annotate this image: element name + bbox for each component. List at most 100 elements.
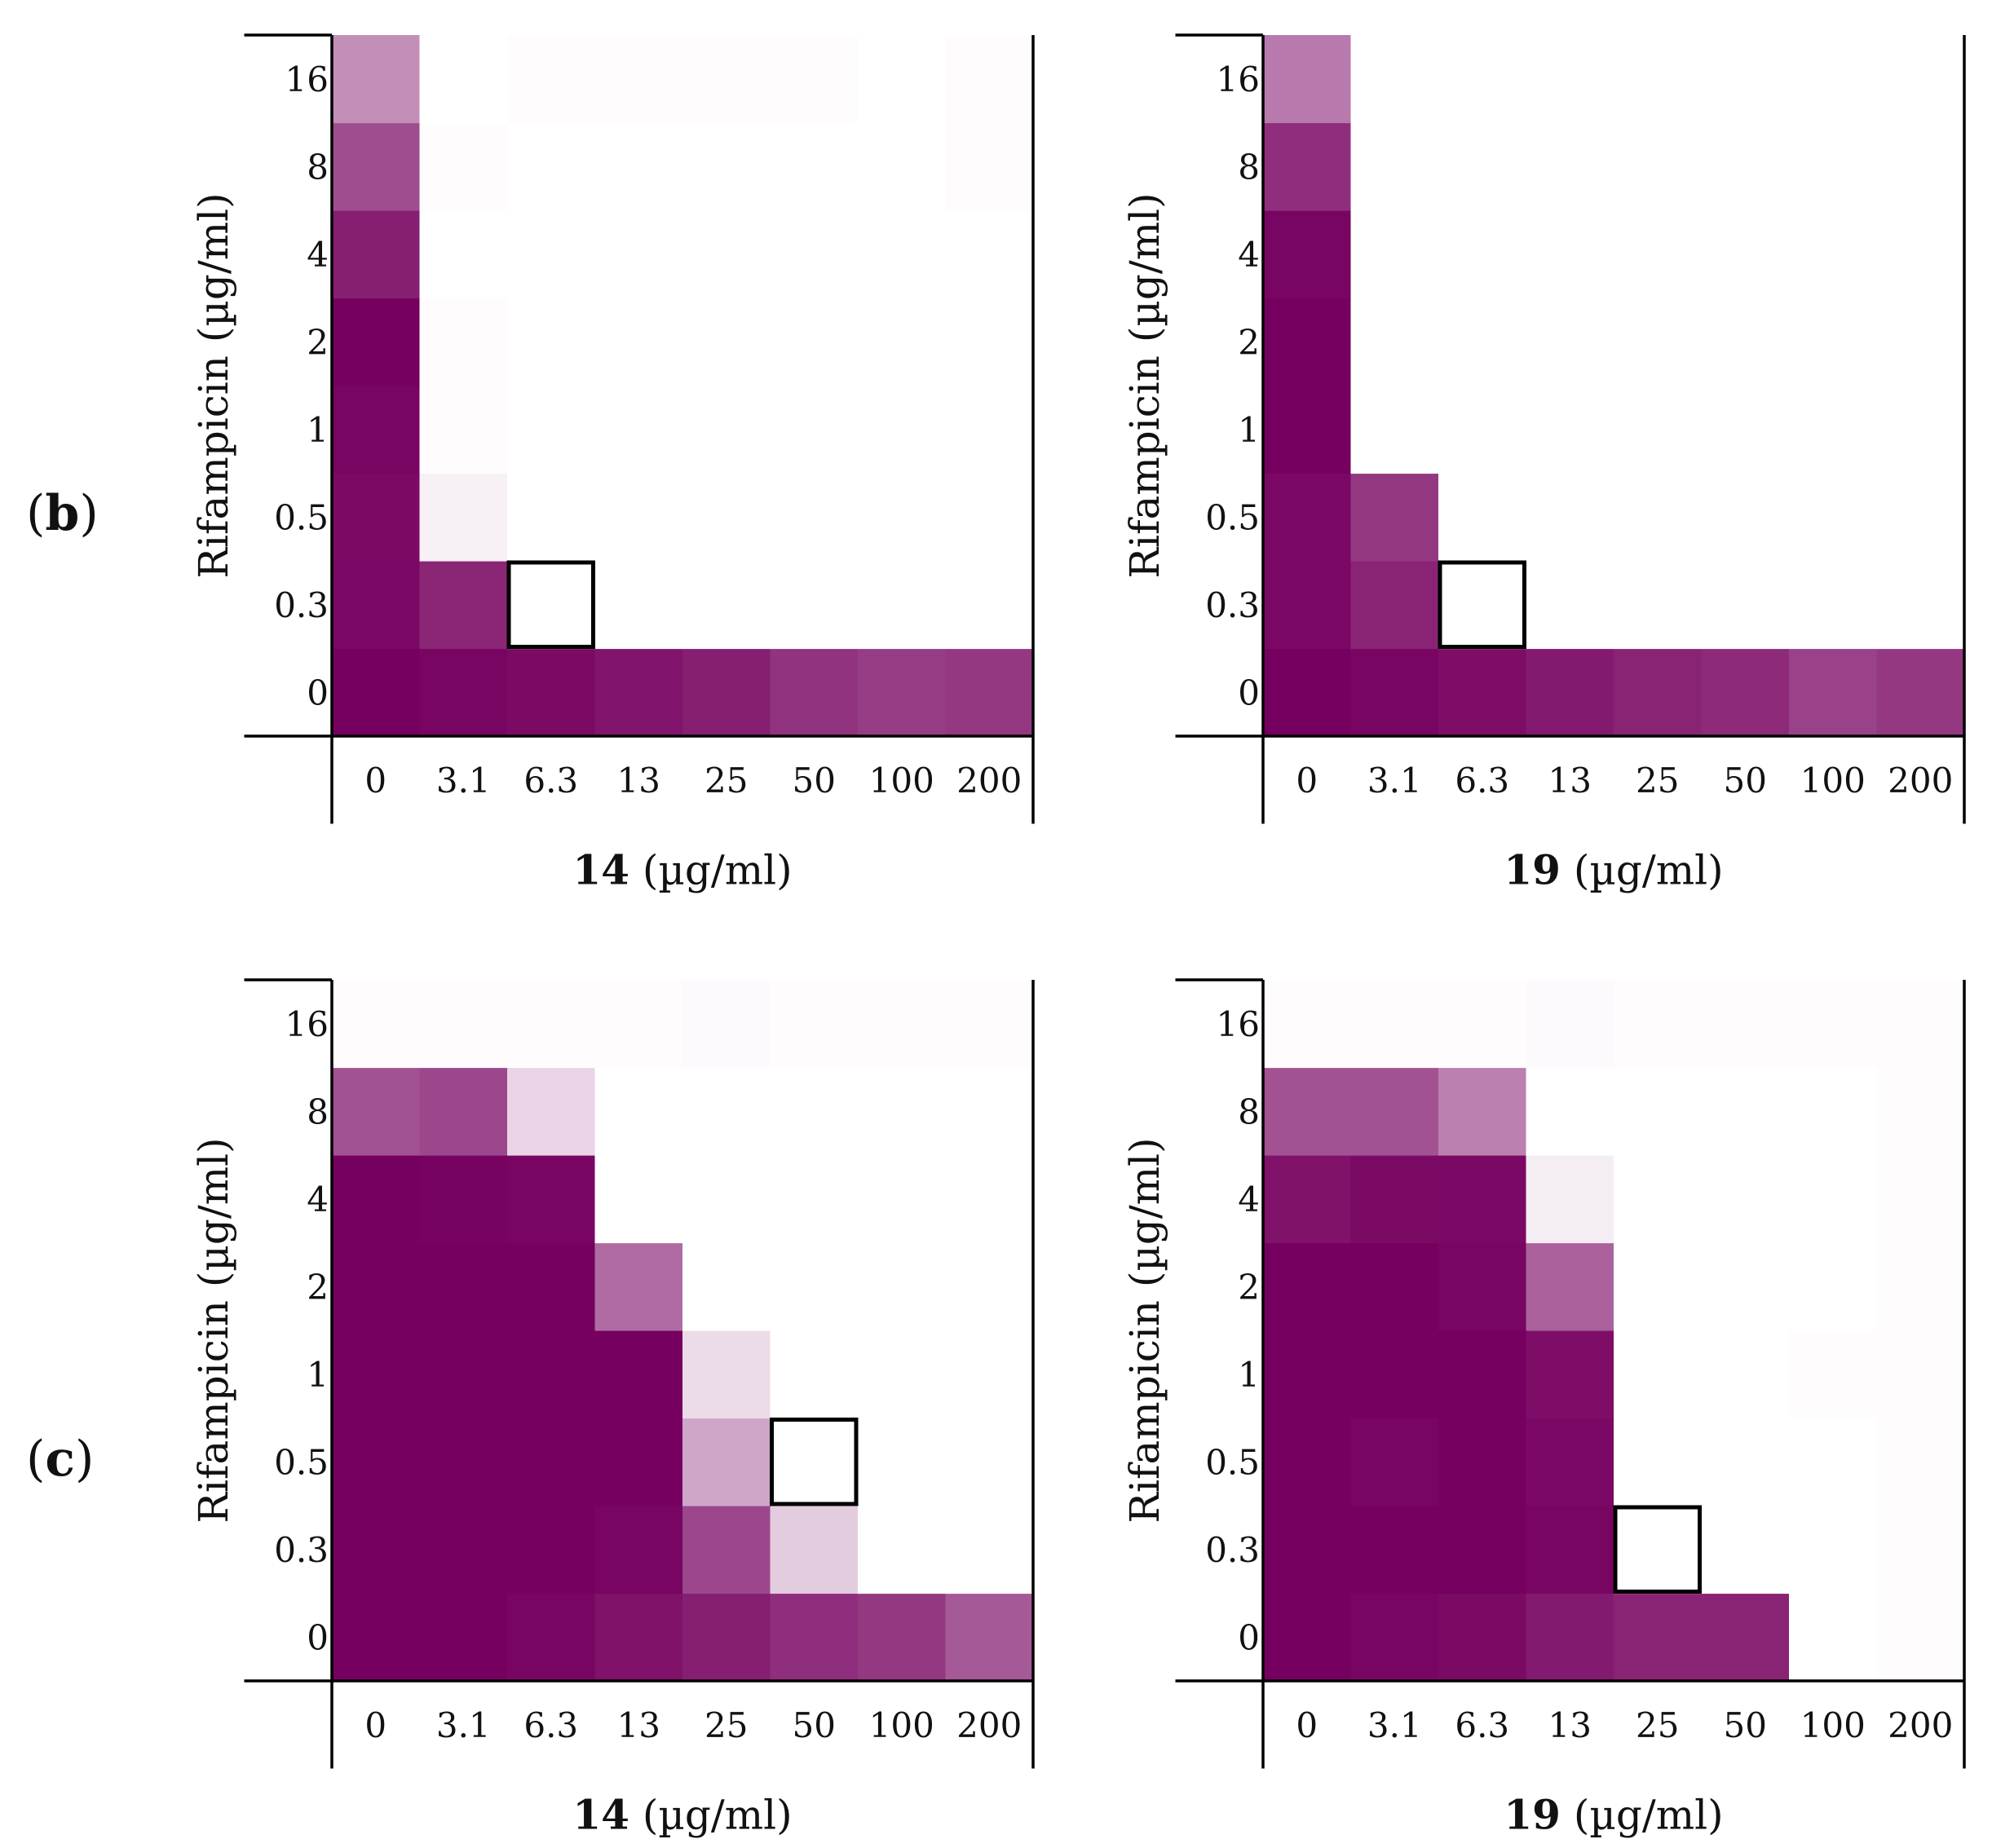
- heatmap-cell: [1526, 1418, 1614, 1506]
- heatmap-cell: [945, 35, 1034, 124]
- y-tick-label: 16: [285, 60, 329, 99]
- heatmap-cell: [594, 1418, 683, 1506]
- heatmap-cell: [507, 1418, 596, 1506]
- heatmap-cell: [1876, 210, 1965, 299]
- heatmap-cell: [594, 561, 683, 650]
- heatmap-cell: [858, 1242, 947, 1331]
- heatmap-cell: [1701, 210, 1790, 299]
- heatmap-cell: [770, 1242, 859, 1331]
- y-tick-label: 0.5: [1205, 1442, 1260, 1482]
- heatmap-cell: [770, 35, 859, 124]
- heatmap-cell: [682, 1593, 771, 1682]
- x-axis-compound-id: 19: [1504, 846, 1561, 894]
- heatmap-cell: [1876, 1242, 1965, 1331]
- heatmap-cell: [858, 1330, 947, 1419]
- heatmap-cell: [419, 1593, 508, 1682]
- heatmap-cell: [507, 35, 596, 124]
- x-tick-label: 25: [704, 761, 748, 801]
- heatmap-cell: [1350, 561, 1439, 650]
- x-tick-label: 13: [617, 761, 660, 801]
- heatmap-cell: [1263, 648, 1352, 737]
- heatmap-cell: [332, 35, 421, 124]
- heatmap-cell: [1350, 473, 1439, 562]
- heatmap-cell: [419, 980, 508, 1069]
- heatmap-cell: [1614, 386, 1703, 474]
- heatmap-cell: [1263, 1418, 1352, 1506]
- x-tick-label: 6.3: [523, 761, 578, 801]
- x-tick-label: 13: [1548, 1705, 1592, 1745]
- heatmap-cell: [1789, 122, 1878, 211]
- panel-label-c: (c): [26, 1431, 94, 1488]
- heatmap-cell: [1614, 1155, 1703, 1244]
- y-tick-label: 16: [1217, 60, 1260, 99]
- heatmap-cell: [1614, 648, 1703, 737]
- y-tick-label: 16: [1217, 1004, 1260, 1044]
- heatmap-cell: [1526, 980, 1614, 1069]
- heatmap-cell: [1350, 35, 1439, 124]
- heatmap-cell: [1789, 648, 1878, 737]
- heatmap-cell: [1526, 1506, 1614, 1594]
- heatmap-cell: [507, 1067, 596, 1156]
- y-tick-label: 2: [1238, 322, 1260, 362]
- y-tick-label: 0.3: [274, 1530, 329, 1570]
- heatmap-cell: [332, 122, 421, 211]
- heatmap-cell: [1701, 1155, 1790, 1244]
- highlight-box: [1613, 1505, 1702, 1594]
- heatmap-cell: [945, 473, 1034, 562]
- heatmap-cell: [1789, 1506, 1878, 1594]
- heatmap-cell: [770, 1155, 859, 1244]
- y-axis-label: Rifampicin (µg/ml): [1121, 1137, 1168, 1523]
- heatmap-cell: [1438, 386, 1527, 474]
- heatmap-cell: [682, 298, 771, 386]
- heatmap-cell: [1350, 386, 1439, 474]
- heatmap-cell: [507, 648, 596, 737]
- heatmap-cell: [1263, 35, 1352, 124]
- heatmap-cell: [1263, 386, 1352, 474]
- y-tick-label: 8: [307, 1092, 329, 1131]
- heatmap-cell: [858, 35, 947, 124]
- x-axis-compound-id: 14: [572, 1791, 629, 1839]
- y-tick-label: 0.3: [274, 585, 329, 625]
- heatmap-cell: [1350, 1593, 1439, 1682]
- heatmap-cell: [858, 210, 947, 299]
- heatmap-cell: [1438, 1330, 1527, 1419]
- heatmap-cell: [1263, 1506, 1352, 1594]
- heatmap-cell: [1263, 473, 1352, 562]
- heatmap-cell: [594, 122, 683, 211]
- heatmap-cell: [419, 210, 508, 299]
- heatmap-cell: [1789, 1155, 1878, 1244]
- y-tick-label: 1: [1238, 1355, 1260, 1395]
- heatmap-cell: [770, 648, 859, 737]
- heatmap-cell: [1438, 298, 1527, 386]
- heatmap-cell: [858, 648, 947, 737]
- x-tick-label: 200: [1888, 761, 1953, 801]
- heatmap-cell: [1789, 210, 1878, 299]
- heatmap-cell: [858, 298, 947, 386]
- heatmap-cell: [1789, 473, 1878, 562]
- heatmap-cell: [1526, 1593, 1614, 1682]
- y-tick-label: 0: [307, 673, 329, 712]
- heatmap-cell: [682, 561, 771, 650]
- heatmap-cell: [945, 561, 1034, 650]
- heatmap-cell: [1876, 648, 1965, 737]
- heatmap-cell: [1438, 1067, 1527, 1156]
- heatmap-cell: [332, 561, 421, 650]
- heatmap-cell: [1526, 1330, 1614, 1419]
- heatmap-cell: [1701, 980, 1790, 1069]
- heatmap-cell: [1876, 1155, 1965, 1244]
- heatmap-cell: [945, 1242, 1034, 1331]
- x-tick-label: 3.1: [436, 1705, 491, 1745]
- heatmap-cell: [1350, 210, 1439, 299]
- heatmap-cell: [1263, 1155, 1352, 1244]
- x-tick-label: 50: [793, 761, 836, 801]
- x-axis-label: 19 (µg/ml): [1504, 846, 1723, 894]
- heatmap-cell: [1876, 980, 1965, 1069]
- y-axis-label: Rifampicin (µg/ml): [190, 1137, 237, 1523]
- heatmap-cell: [1614, 35, 1703, 124]
- heatmap-cell: [945, 1418, 1034, 1506]
- heatmap-panel-0: 0 0.3 0.5 1 2 4 8 16 0 3.1 6.3 13 25 50 100 200 14 (µg/m…: [190, 33, 1035, 894]
- heatmap-cell: [1876, 561, 1965, 650]
- heatmap-cell: [1263, 980, 1352, 1069]
- heatmap-cell: [682, 1067, 771, 1156]
